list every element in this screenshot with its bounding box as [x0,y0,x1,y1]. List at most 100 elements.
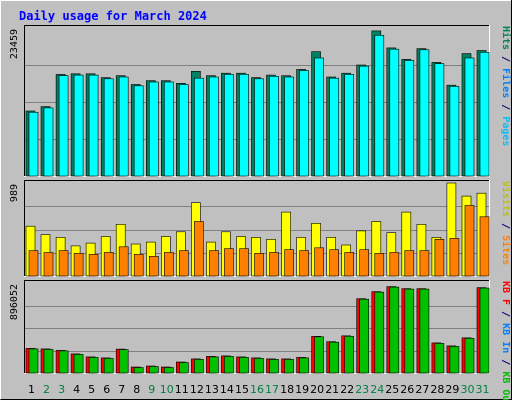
x-tick-label: 31 [476,383,490,396]
bar-sites [209,250,219,277]
panel-requests: 23459 Hits / Files / Pages [9,25,512,177]
x-tick-label: 21 [325,383,339,396]
bar-kb-out [344,335,355,374]
bar-kb-out [329,341,340,374]
bar-sites [28,250,39,277]
x-tick-label: 18 [280,383,294,396]
x-tick-label: 9 [148,383,155,396]
x-tick-label: 22 [340,383,354,396]
bar-kb-out [209,356,219,374]
bar-sites [314,247,324,277]
legend-entry: / [500,217,511,235]
bar-files [254,78,264,177]
bar-files [164,81,174,177]
bar-kb-out [269,359,279,374]
x-tick-label: 5 [88,383,95,396]
bar-kb-out [374,291,385,374]
legend-entry: KB F [500,281,511,305]
x-tick-label: 29 [445,383,459,396]
bar-kb-out [149,366,159,374]
legend-entry: Visits [500,181,512,217]
bar-sites [164,252,174,277]
bar-files [359,65,370,177]
panel-max-label: 896052 [9,284,20,320]
bar-kb-out [28,348,39,374]
bar-kb-out [254,358,264,374]
panel-volume: 896052 KB F / KB In / KB Out [9,280,511,400]
bar-kb-out [359,298,370,374]
legend-entry: KB In [500,323,511,353]
x-tick-label: 23 [355,383,369,396]
bar-kb-out [194,359,204,374]
x-tick-label: 16 [250,383,264,396]
x-tick-label: 20 [310,383,324,396]
bar-kb-out [389,286,400,374]
bar-files [464,57,475,177]
bar-files [344,74,355,177]
bar-kb-out [118,349,129,374]
x-tick-label: 2 [43,383,50,396]
bar-files [209,76,219,177]
bar-sites [133,254,144,277]
bar-kb-out [314,336,324,374]
bar-sites [118,246,129,277]
x-tick-label: 17 [265,383,279,396]
bar-kb-out [449,346,460,374]
bar-sites [284,249,294,277]
bar-sites [404,250,415,277]
bar-files [419,49,430,177]
bar-sites [254,253,264,277]
x-tick-label: 13 [205,383,219,396]
legend-entry: / [500,98,511,116]
bar-kb-out [133,367,144,374]
bar-files [194,77,204,177]
x-tick-label: 30 [461,383,475,396]
bar-files [133,85,144,177]
bar-sites [239,248,249,277]
bar-kb-out [464,337,475,374]
legend-entry: / [500,50,511,68]
bar-files [299,70,309,177]
bar-sites [344,252,355,277]
bar-sites [434,239,445,277]
bar-sites [479,216,490,277]
bar-files [118,76,129,177]
x-tick-label: 1 [28,383,35,396]
bar-files [329,77,340,177]
bar-sites [449,238,460,277]
bar-sites [359,249,370,277]
x-tick-label: 27 [415,383,429,396]
bar-kb-out [103,358,114,374]
bar-kb-out [73,354,84,374]
bar-sites [419,250,430,277]
bar-files [404,60,415,177]
bar-kb-out [88,357,99,374]
bar-files [43,107,54,177]
bar-files [103,78,114,177]
bar-sites [224,248,234,277]
panel-max-label: 989 [9,184,20,202]
legend-entry: Files [500,68,512,98]
bar-kb-out [43,349,54,374]
bar-files [224,74,234,177]
x-tick-label: 26 [400,383,414,396]
bar-files [434,63,445,177]
x-tick-label: 19 [295,383,309,396]
bar-sites [194,221,204,277]
legend-entry: Hits [500,26,512,50]
bar-files [149,81,159,177]
bar-files [239,74,249,177]
x-tick-label: 25 [385,383,399,396]
x-tick-label: 28 [430,383,444,396]
x-tick-label: 14 [220,383,234,396]
bar-sites [464,205,475,277]
bar-kb-out [479,287,490,374]
bar-files [284,76,294,177]
x-tick-label: 3 [58,383,65,396]
bar-kb-out [434,343,445,374]
bar-kb-out [404,288,415,374]
bar-files [58,75,69,177]
bar-sites [58,250,69,277]
bar-kb-out [299,357,309,374]
